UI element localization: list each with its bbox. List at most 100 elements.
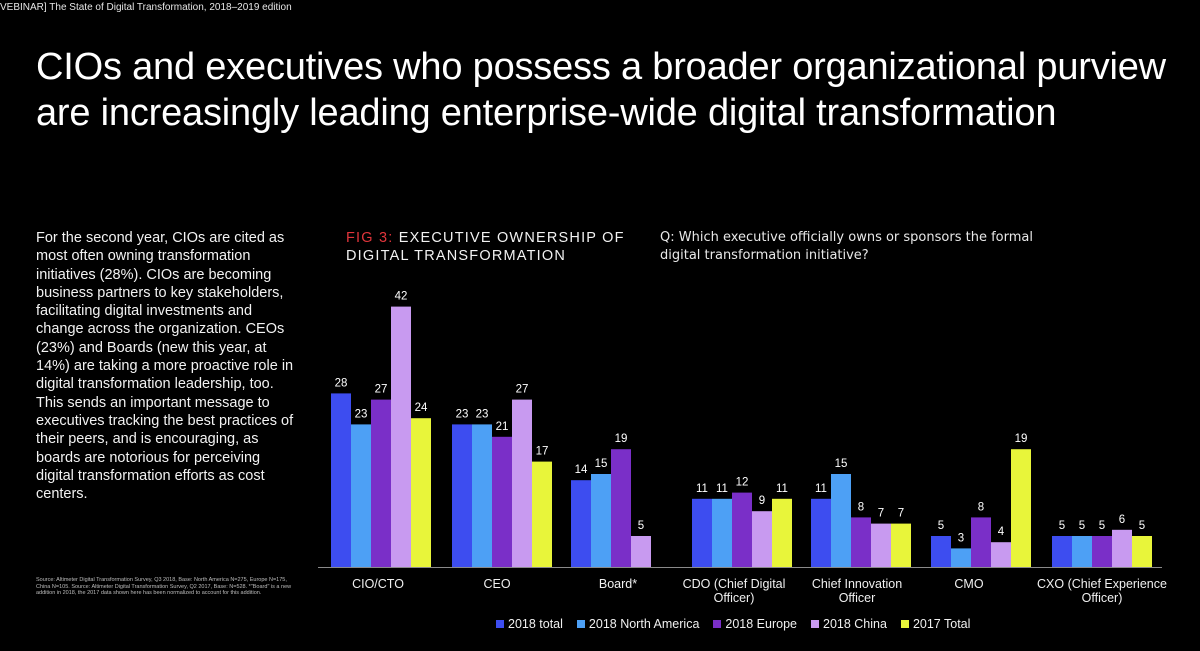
body-text: For the second year, CIOs are cited as m… xyxy=(36,230,294,503)
data-label-chief-innovation-officer-2018-north-america: 15 xyxy=(835,458,848,470)
legend-swatch-2018-north-america xyxy=(576,620,585,628)
data-label-ceo-2017-total: 17 xyxy=(536,446,549,458)
legend-label-2018-china: 2018 China xyxy=(823,617,887,631)
bar-cmo-2018-total xyxy=(931,536,951,567)
legend-swatch-2018-china xyxy=(811,620,819,628)
bar-cxo-2018-total xyxy=(1052,536,1072,567)
data-label-cxo-2018-europe: 5 xyxy=(1099,520,1105,532)
category-label-ceo: CEO xyxy=(483,577,510,591)
bar-cio-cto-2017-total xyxy=(411,418,431,567)
source-note: Source: Altimeter Digital Transformation… xyxy=(36,577,292,597)
data-label-board-2018-north-america: 15 xyxy=(595,458,608,470)
bar-ceo-2018-total xyxy=(452,424,472,567)
legend-label-2018-total: 2018 total xyxy=(508,617,563,631)
bar-chief-innovation-officer-2018-europe xyxy=(851,517,871,567)
data-label-cmo-2018-europe: 8 xyxy=(978,501,984,513)
legend-swatch-2018-total xyxy=(496,620,504,628)
slide-title: CIOs and executives who possess a broade… xyxy=(36,46,1166,134)
chart-legend: 2018 total 2018 North America 2018 Europe 2… xyxy=(496,617,970,631)
data-label-cio-cto-2018-china: 42 xyxy=(395,291,408,303)
data-label-cio-cto-2018-europe: 27 xyxy=(375,384,388,396)
bar-board-2018-europe xyxy=(611,449,631,567)
legend-item-2018-europe: 2018 Europe xyxy=(713,617,797,631)
figure-number: FIG 3: xyxy=(346,230,394,246)
data-label-ceo-2018-europe: 21 xyxy=(496,421,509,433)
bar-chief-innovation-officer-2017-total xyxy=(891,523,911,567)
legend-swatch-2018-europe xyxy=(713,620,722,628)
bar-cio-cto-2018-europe xyxy=(371,399,391,567)
bar-board-2018-china xyxy=(631,536,651,567)
category-label-cdo: CDO (Chief Digital Officer) xyxy=(683,577,786,605)
data-label-ceo-2018-china: 27 xyxy=(516,384,529,396)
legend-item-2018-total: 2018 total xyxy=(496,617,563,631)
bar-ceo-2017-total xyxy=(532,461,552,567)
data-label-cdo-2018-europe: 12 xyxy=(736,477,749,489)
category-label-cmo: CMO xyxy=(954,577,983,591)
data-label-chief-innovation-officer-2017-total: 7 xyxy=(898,508,904,520)
data-label-cxo-2018-china: 6 xyxy=(1119,514,1125,526)
bar-board-2018-north-america xyxy=(591,474,611,567)
legend-label-2017-total: 2017 Total xyxy=(912,617,971,631)
data-label-cxo-2018-north-america: 5 xyxy=(1079,520,1085,532)
data-label-board-2018-total: 14 xyxy=(575,464,588,476)
data-label-cmo-2018-china: 4 xyxy=(998,526,1005,538)
survey-question: Q: Which executive officially owns or sp… xyxy=(660,230,1033,263)
figure-title-text: EXECUTIVE OWNERSHIP OF DIGITAL TRANSFORM… xyxy=(346,230,625,264)
bar-cdo-2018-total xyxy=(692,498,712,567)
legend-swatch-2017-total xyxy=(900,620,909,628)
bar-cdo-2018-north-america xyxy=(712,498,732,567)
bar-cxo-2018-europe xyxy=(1092,536,1112,567)
data-label-cmo-2018-total: 5 xyxy=(938,520,944,532)
legend-label-2018-europe: 2018 Europe xyxy=(725,617,797,631)
bar-cmo-2017-total xyxy=(1011,449,1031,567)
bar-cxo-2018-china xyxy=(1112,529,1132,567)
bar-cmo-2018-north-america xyxy=(951,548,971,567)
data-label-cdo-2018-china: 9 xyxy=(759,495,765,507)
data-label-cio-cto-2018-total: 28 xyxy=(335,377,348,389)
bar-cmo-2018-china xyxy=(991,542,1011,567)
data-label-cio-cto-2018-north-america: 23 xyxy=(355,408,368,420)
data-label-chief-innovation-officer-2018-china: 7 xyxy=(878,508,884,520)
data-label-cdo-2017-total: 11 xyxy=(776,483,788,495)
legend-item-2018-north-america: 2018 North America xyxy=(576,617,700,631)
bar-chief-innovation-officer-2018-north-america xyxy=(831,474,851,567)
data-label-ceo-2018-north-america: 23 xyxy=(476,408,489,420)
data-label-cxo-2018-total: 5 xyxy=(1059,520,1065,532)
category-label-cio-cto: CIO/CTO xyxy=(352,577,404,591)
data-label-cdo-2018-total: 11 xyxy=(696,483,708,495)
data-label-board-2018-europe: 19 xyxy=(615,433,628,445)
bar-cio-cto-2018-china xyxy=(391,306,411,567)
bar-ceo-2018-europe xyxy=(492,436,512,567)
category-label-board: Board* xyxy=(599,577,637,591)
figure-title: FIG 3: EXECUTIVE OWNERSHIP OF DIGITAL TR… xyxy=(346,229,646,265)
data-label-cdo-2018-north-america: 11 xyxy=(716,483,728,495)
legend-label-2018-north-america: 2018 North America xyxy=(588,617,700,631)
bar-ceo-2018-china xyxy=(512,399,532,567)
data-label-board-2018-china: 5 xyxy=(638,520,644,532)
bar-cmo-2018-europe xyxy=(971,517,991,567)
category-label-cxo: CXO (Chief Experience Officer) xyxy=(1037,577,1167,605)
bar-cio-cto-2018-total xyxy=(331,393,351,567)
data-label-cxo-2017-total: 5 xyxy=(1139,520,1145,532)
bar-cxo-2017-total xyxy=(1132,536,1152,567)
data-label-chief-innovation-officer-2018-europe: 8 xyxy=(858,501,864,513)
legend-item-2017-total: 2017 Total xyxy=(900,617,971,631)
bar-cxo-2018-north-america xyxy=(1072,536,1092,567)
bar-cdo-2017-total xyxy=(772,498,792,567)
bar-ceo-2018-north-america xyxy=(472,424,492,567)
bar-board-2018-total xyxy=(571,480,591,567)
data-label-cio-cto-2017-total: 24 xyxy=(415,402,428,414)
category-label-chief-innovation-officer: Chief Innovation Officer xyxy=(812,577,902,605)
data-label-ceo-2018-total: 23 xyxy=(456,408,469,420)
data-label-chief-innovation-officer-2018-total: 11 xyxy=(815,483,827,495)
bar-cdo-2018-europe xyxy=(732,492,752,567)
bar-chief-innovation-officer-2018-total xyxy=(811,498,831,567)
data-label-cmo-2018-north-america: 3 xyxy=(958,532,964,544)
bar-cio-cto-2018-north-america xyxy=(351,424,371,567)
legend-item-2018-china: 2018 China xyxy=(811,617,887,631)
webinar-header: VEBINAR] The State of Digital Transforma… xyxy=(0,2,292,13)
bar-chief-innovation-officer-2018-china xyxy=(871,523,891,567)
data-label-cmo-2017-total: 19 xyxy=(1015,433,1028,445)
bar-cdo-2018-china xyxy=(752,511,772,567)
